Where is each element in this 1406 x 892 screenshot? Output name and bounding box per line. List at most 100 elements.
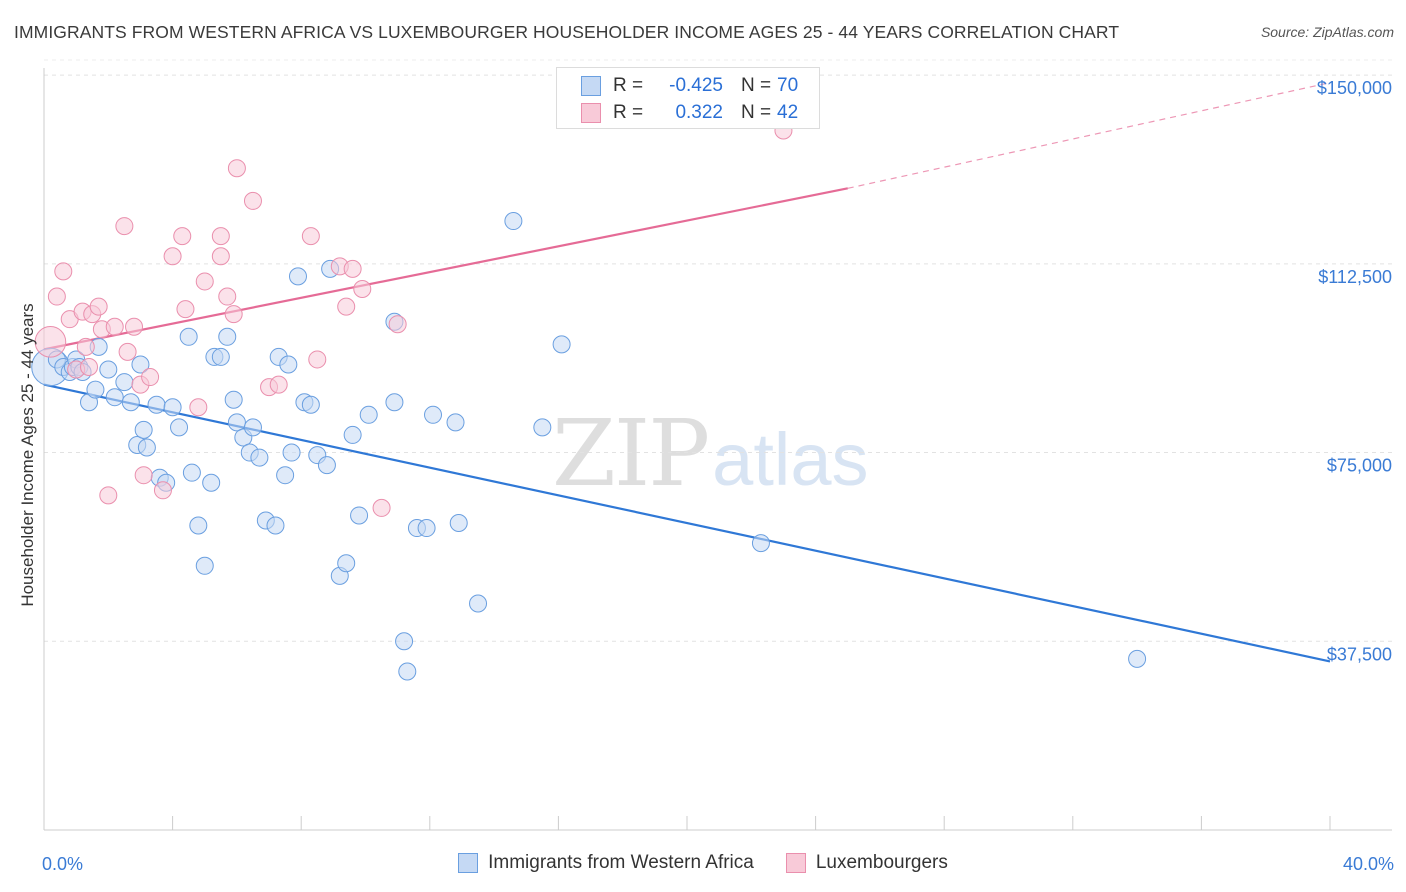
blue-point: [99, 360, 118, 379]
blue-point: [105, 388, 124, 407]
blue-point: [282, 443, 301, 462]
legend-n-value: 42: [777, 102, 799, 123]
blue-point: [218, 327, 237, 346]
pink-point: [118, 342, 137, 361]
blue-point: [301, 395, 320, 414]
pink-point: [337, 297, 356, 316]
y-tick-label: $37,500: [1327, 644, 1392, 664]
blue-point: [115, 373, 134, 392]
blue-point: [250, 448, 269, 467]
blue-point: [395, 632, 414, 651]
pink-point: [76, 337, 95, 356]
blue-point: [337, 554, 356, 573]
blue-point: [189, 516, 208, 535]
blue-point: [449, 514, 468, 533]
legend-row-blue: R = -0.425 N = 70: [581, 73, 798, 99]
axes: [43, 68, 1392, 831]
pink-point: [195, 272, 214, 291]
blue-point: [417, 519, 436, 538]
pink-point: [89, 297, 108, 316]
pink-point: [99, 486, 118, 505]
pink-point: [224, 305, 243, 324]
legend-item-pink: Luxembourgers: [785, 852, 948, 874]
pink-trend-line: [43, 187, 848, 351]
blue-point: [131, 355, 150, 374]
pink-point: [80, 357, 99, 376]
blue-point: [279, 355, 298, 374]
pink-point: [301, 227, 320, 246]
x-tick-label: 0.0%: [42, 854, 83, 874]
pink-point: [163, 247, 182, 266]
pink-point: [189, 398, 208, 417]
blue-point: [446, 413, 465, 432]
tick-labels: $37,500 $75,000 $112,500 $150,000 0.0% 40.0% H…: [18, 78, 1394, 874]
grid: [44, 59, 1392, 642]
blue-point: [385, 393, 404, 412]
pink-point: [176, 300, 195, 319]
pink-point: [269, 375, 288, 394]
blue-point: [266, 516, 285, 535]
legend-item-blue: Immigrants from Western Africa: [458, 852, 754, 874]
y-tick-label: $112,500: [1318, 267, 1392, 287]
y-axis-title: Householder Income Ages 25 - 44 years: [18, 303, 37, 606]
blue-point: [134, 420, 153, 439]
blue-point: [552, 335, 571, 354]
legend-r-value: 0.322: [675, 102, 723, 123]
pink-point: [211, 227, 230, 246]
pink-point: [343, 259, 362, 278]
source-label: Source: ZipAtlas.com: [1260, 24, 1394, 40]
blue-point: [343, 425, 362, 444]
x-tick-label: 40.0%: [1343, 854, 1394, 874]
legend-r-value: -0.425: [669, 75, 723, 96]
pink-point: [47, 287, 66, 306]
correlation-legend: R = -0.425 N = 70 R = 0.322 N = 42: [556, 67, 820, 129]
legend-label-blue: Immigrants from Western Africa: [488, 852, 754, 873]
blue-point: [195, 556, 214, 575]
blue-point: [398, 662, 417, 681]
legend-r-label: R =: [613, 75, 644, 96]
blue-point: [504, 212, 523, 231]
blue-point: [350, 506, 369, 525]
blue-point: [227, 413, 246, 432]
pink-trend-extension: [847, 82, 1331, 189]
pink-point: [218, 287, 237, 306]
blue-point: [1128, 649, 1147, 668]
legend-label-pink: Luxembourgers: [815, 852, 948, 873]
blue-point: [211, 347, 230, 366]
pink-point: [372, 498, 391, 517]
blue-point: [276, 466, 295, 485]
blue-point: [243, 418, 262, 437]
blue-point: [137, 438, 156, 457]
blue-point: [469, 594, 488, 613]
data-points: [31, 121, 1147, 681]
chart-title: IMMIGRANTS FROM WESTERN AFRICA VS LUXEMB…: [14, 22, 1120, 42]
blue-point: [121, 393, 140, 412]
pink-point: [34, 326, 67, 358]
blue-point: [359, 405, 378, 424]
blue-point: [317, 456, 336, 475]
legend-row-pink: R = 0.322 N = 42: [581, 100, 798, 126]
legend-r-label: R =: [613, 102, 644, 123]
blue-point: [424, 405, 443, 424]
y-tick-label: $150,000: [1317, 78, 1392, 98]
pink-point: [353, 279, 372, 298]
blue-point: [224, 390, 243, 409]
pink-point: [211, 247, 230, 266]
legend-swatch-blue: [581, 76, 601, 96]
pink-point: [125, 317, 144, 336]
blue-point: [202, 473, 221, 492]
pink-point: [54, 262, 73, 281]
pink-point: [227, 159, 246, 178]
blue-point: [288, 267, 307, 286]
pink-point: [153, 481, 172, 500]
pink-point: [173, 227, 192, 246]
blue-point: [182, 463, 201, 482]
blue-point: [533, 418, 552, 437]
blue-point: [751, 534, 770, 553]
series-legend: Immigrants from Western Africa Luxembour…: [0, 852, 1406, 874]
legend-swatch-blue: [458, 853, 479, 873]
pink-point: [134, 466, 153, 485]
pink-point: [308, 350, 327, 369]
pink-point: [388, 315, 407, 334]
